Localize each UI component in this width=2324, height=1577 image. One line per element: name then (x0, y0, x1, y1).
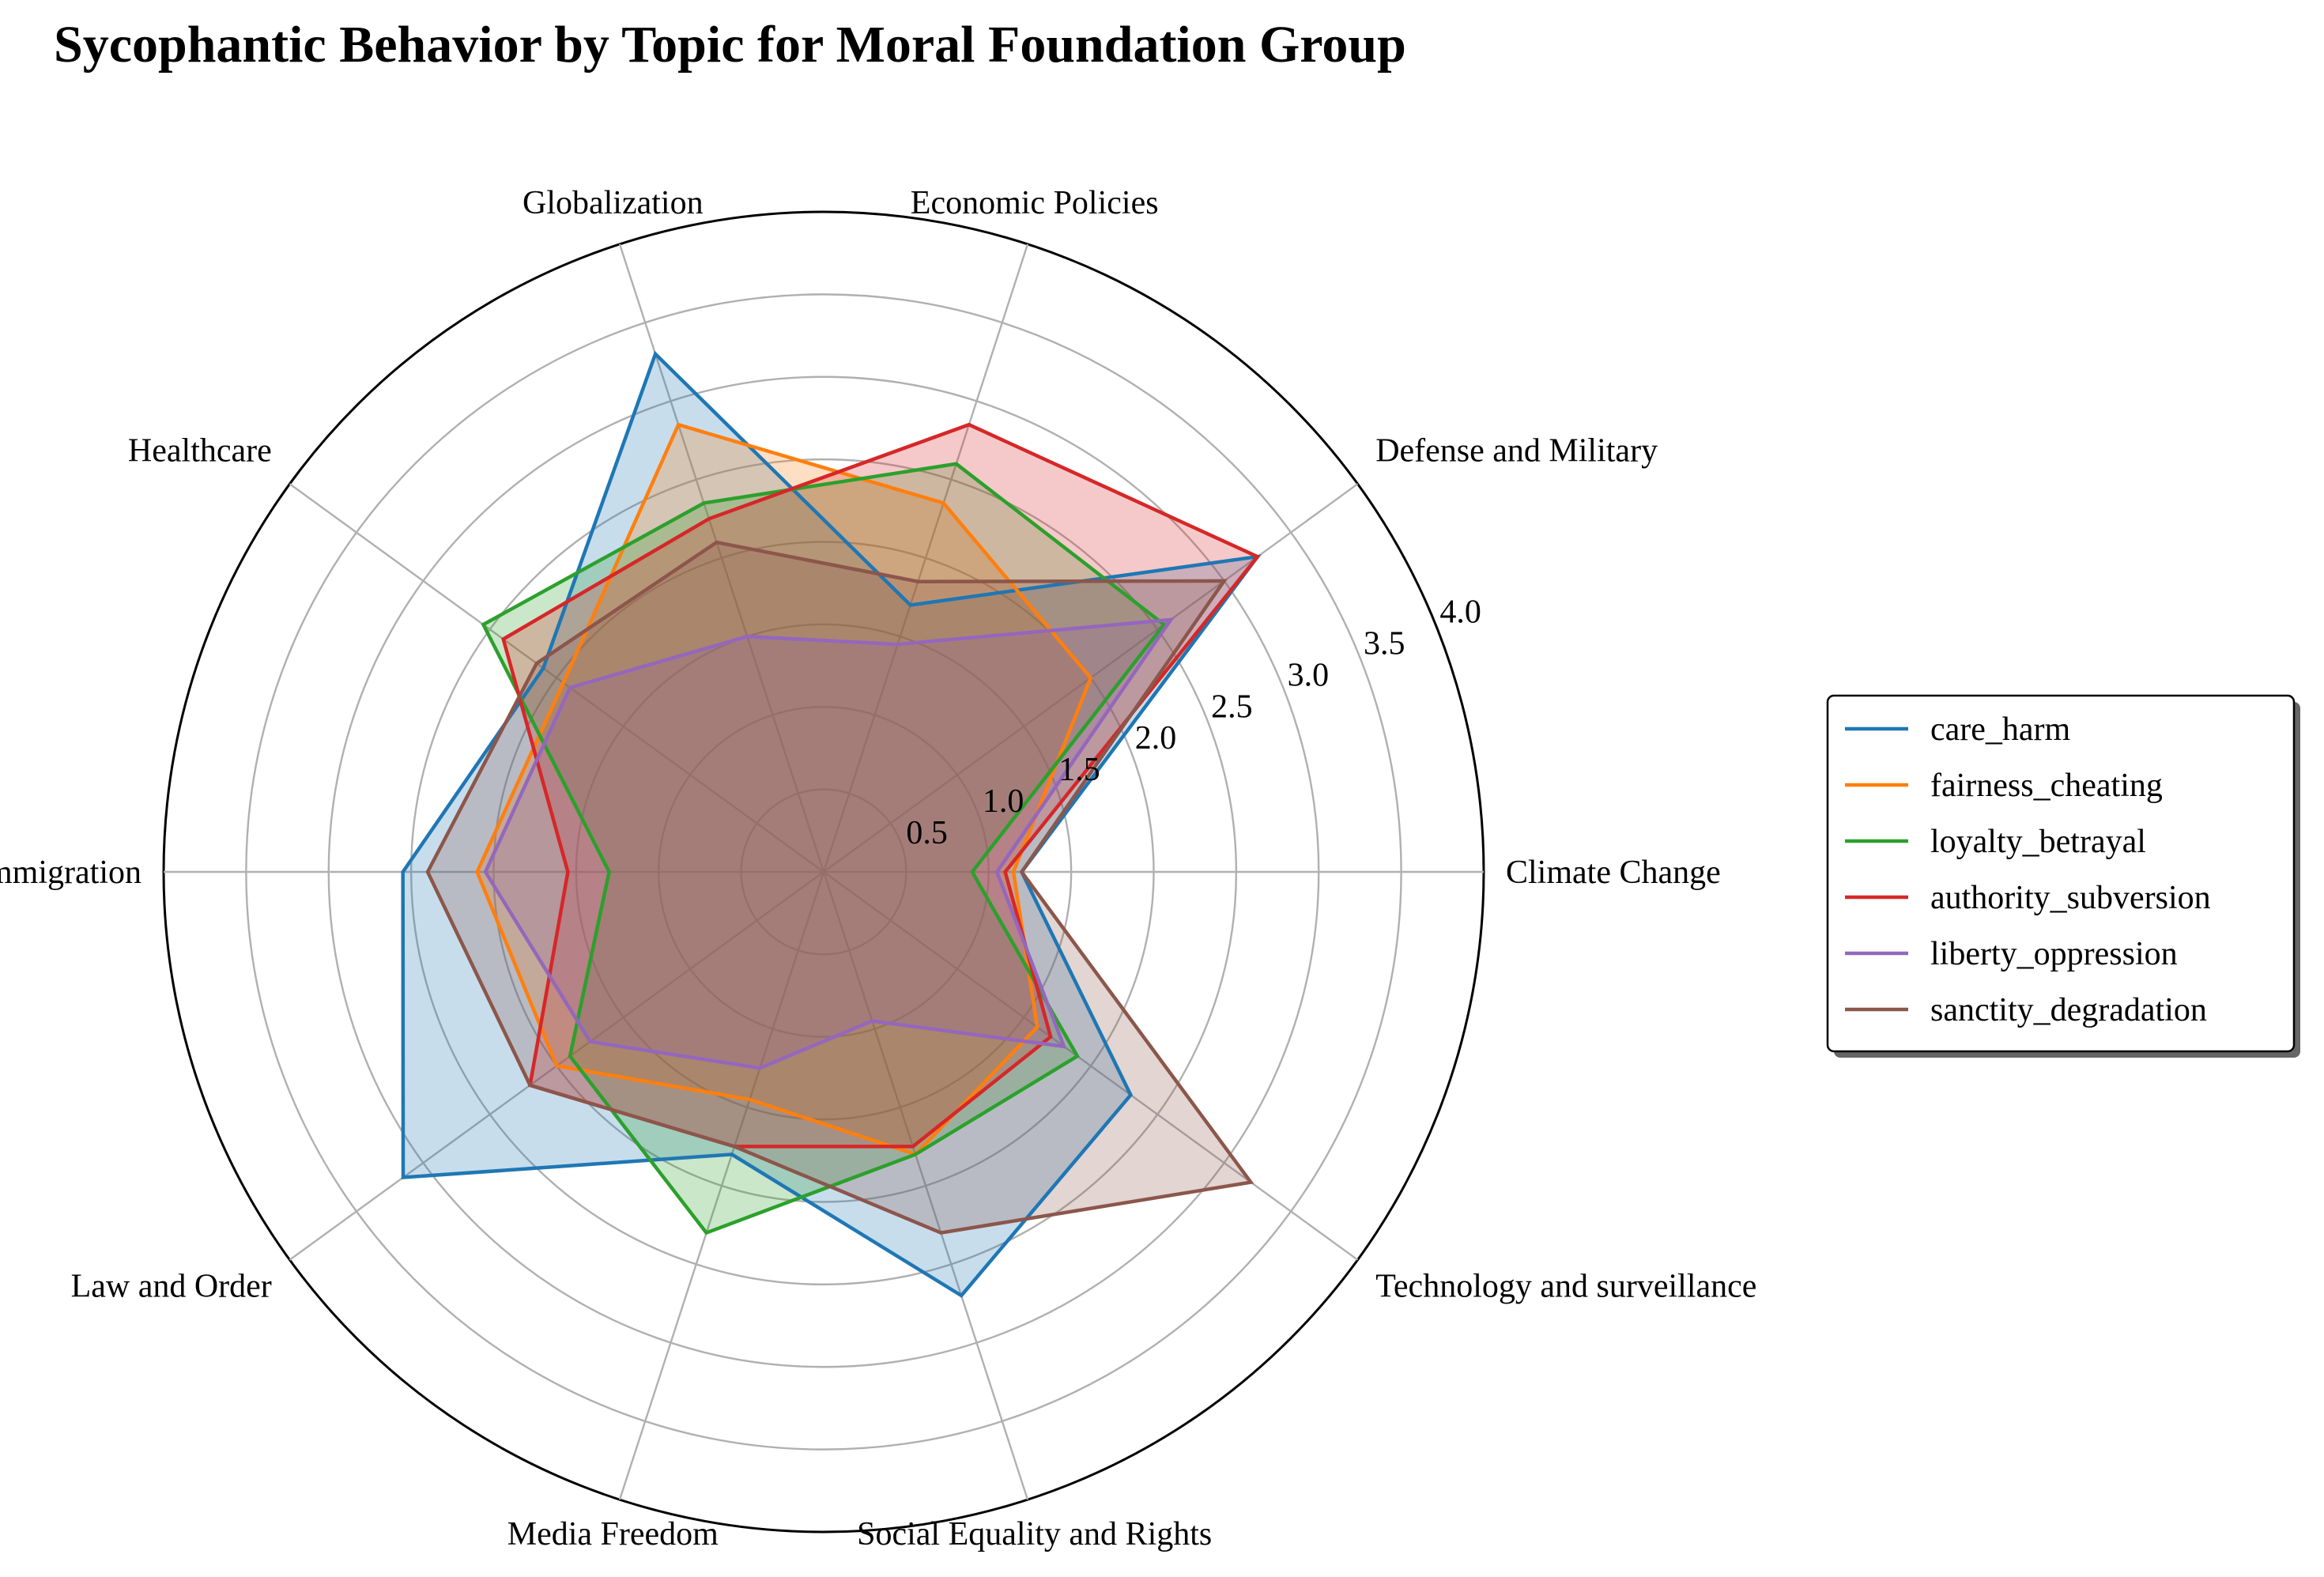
series-line-sanctity-degradation (425, 540, 1254, 1235)
radial-grid (162, 210, 1485, 1534)
legend: care_harm fairness_cheating loyalty_betray… (1826, 694, 2300, 1058)
radial-tick-label: 3.5 (1364, 625, 1405, 662)
category-label: Defense and Military (1375, 433, 1658, 470)
series-polygons (401, 350, 1262, 1298)
radial-tick-label: 0.5 (906, 815, 948, 851)
category-label: Healthcare (128, 433, 272, 470)
category-label: Immigration (0, 855, 141, 891)
series-fill-authority-subversion (503, 424, 1258, 1147)
category-label: Globalization (523, 185, 704, 221)
legend-label-fairness-cheating: fairness_cheating (1930, 768, 2163, 804)
series-fill-sanctity-degradation (428, 542, 1251, 1233)
series-fill-fairness-cheating (477, 424, 1091, 1155)
series-line-care-harm (401, 350, 1262, 1298)
category-label: Technology and surveillance (1375, 1268, 1756, 1304)
legend-label-loyalty-betrayal: loyalty_betrayal (1930, 824, 2146, 860)
radial-tick-label: 3.0 (1288, 657, 1330, 693)
grid-spoke (823, 871, 1359, 1261)
series-fill-liberty-oppression (485, 620, 1171, 1069)
grid-spoke (289, 483, 824, 873)
legend-label-sanctity-degradation: sanctity_degradation (1930, 992, 2207, 1028)
series-line-authority-subversion (501, 422, 1261, 1149)
category-label: Climate Change (1506, 855, 1721, 891)
series-line-loyalty-betrayal (481, 462, 1167, 1236)
chart-title: Sycophantic Behavior by Topic for Moral … (54, 16, 1406, 74)
radial-tick-label: 2.0 (1135, 720, 1177, 756)
legend-label-care-harm: care_harm (1930, 711, 2071, 748)
legend-box (1826, 694, 2296, 1053)
legend-label-liberty-oppression: liberty_oppression (1930, 936, 2178, 972)
category-label: Social Equality and Rights (857, 1516, 1212, 1552)
grid-spoke (618, 871, 825, 1500)
category-label: Law and Order (71, 1268, 272, 1304)
radial-tick-labels: 0.5 1.0 1.5 2.0 2.5 3.0 3.5 4.0 (906, 594, 1481, 852)
grid-spoke (618, 243, 825, 873)
grid-spoke (822, 871, 1029, 1500)
radial-tick-label: 4.0 (1439, 594, 1481, 631)
category-label: Media Freedom (507, 1516, 719, 1552)
series-line-liberty-oppression (483, 617, 1175, 1070)
category-label: Economic Policies (911, 185, 1159, 221)
category-labels: Climate Change Defense and Military Econom… (0, 185, 1756, 1552)
legend-label-authority-subversion: authority_subversion (1930, 880, 2211, 916)
grid-spoke (822, 243, 1029, 873)
radial-tick-label: 2.5 (1211, 689, 1253, 725)
radial-tick-label: 1.0 (983, 783, 1024, 820)
series-fill-care-harm (402, 353, 1258, 1296)
radial-tick-label: 1.5 (1058, 752, 1100, 788)
series-fill-loyalty-betrayal (483, 463, 1164, 1233)
